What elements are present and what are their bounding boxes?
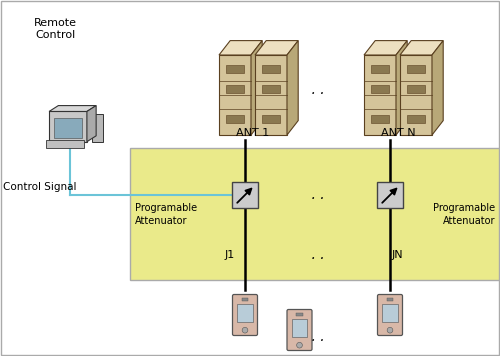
Text: . .: . . (311, 188, 324, 202)
Bar (371, 85, 389, 93)
Text: JN: JN (392, 250, 404, 260)
Text: ANT 1: ANT 1 (236, 128, 270, 138)
Bar (377, 182, 403, 208)
Text: Programable
Attenuator: Programable Attenuator (433, 203, 495, 226)
FancyBboxPatch shape (46, 140, 84, 148)
FancyBboxPatch shape (232, 294, 258, 335)
Polygon shape (87, 106, 96, 142)
Bar (407, 66, 425, 73)
Text: J1: J1 (225, 250, 235, 260)
Text: . .: . . (311, 330, 324, 344)
Bar (242, 298, 248, 300)
Text: Control: Control (35, 30, 75, 40)
Bar (54, 118, 82, 137)
Circle shape (387, 327, 393, 333)
Bar (232, 182, 258, 208)
Bar (292, 319, 307, 337)
Polygon shape (219, 55, 251, 135)
FancyBboxPatch shape (378, 294, 402, 335)
Bar (262, 66, 280, 73)
Bar (49, 111, 87, 142)
Text: . .: . . (311, 248, 324, 262)
Bar (238, 304, 252, 322)
Circle shape (296, 342, 302, 348)
Polygon shape (400, 55, 432, 135)
Polygon shape (255, 55, 287, 135)
Polygon shape (432, 41, 443, 135)
Text: Remote: Remote (34, 18, 76, 28)
Bar (262, 85, 280, 93)
Polygon shape (287, 41, 298, 135)
Bar (130, 148, 500, 280)
Bar (226, 115, 244, 123)
Polygon shape (49, 106, 96, 111)
Bar (92, 114, 104, 142)
Text: ANT N: ANT N (380, 128, 416, 138)
Polygon shape (364, 41, 407, 55)
Bar (386, 298, 394, 300)
Polygon shape (219, 41, 262, 55)
Bar (226, 66, 244, 73)
Bar (371, 66, 389, 73)
Bar (407, 85, 425, 93)
FancyBboxPatch shape (287, 309, 312, 351)
Text: Control Signal: Control Signal (3, 182, 76, 192)
Text: Programable
Attenuator: Programable Attenuator (135, 203, 197, 226)
Polygon shape (396, 41, 407, 135)
Bar (262, 115, 280, 123)
Polygon shape (255, 41, 298, 55)
Bar (382, 304, 398, 322)
Bar (371, 115, 389, 123)
Bar (226, 85, 244, 93)
Text: . .: . . (311, 83, 324, 97)
Circle shape (242, 327, 248, 333)
Polygon shape (400, 41, 443, 55)
Bar (407, 115, 425, 123)
Bar (296, 313, 303, 315)
Polygon shape (364, 55, 396, 135)
Polygon shape (251, 41, 262, 135)
